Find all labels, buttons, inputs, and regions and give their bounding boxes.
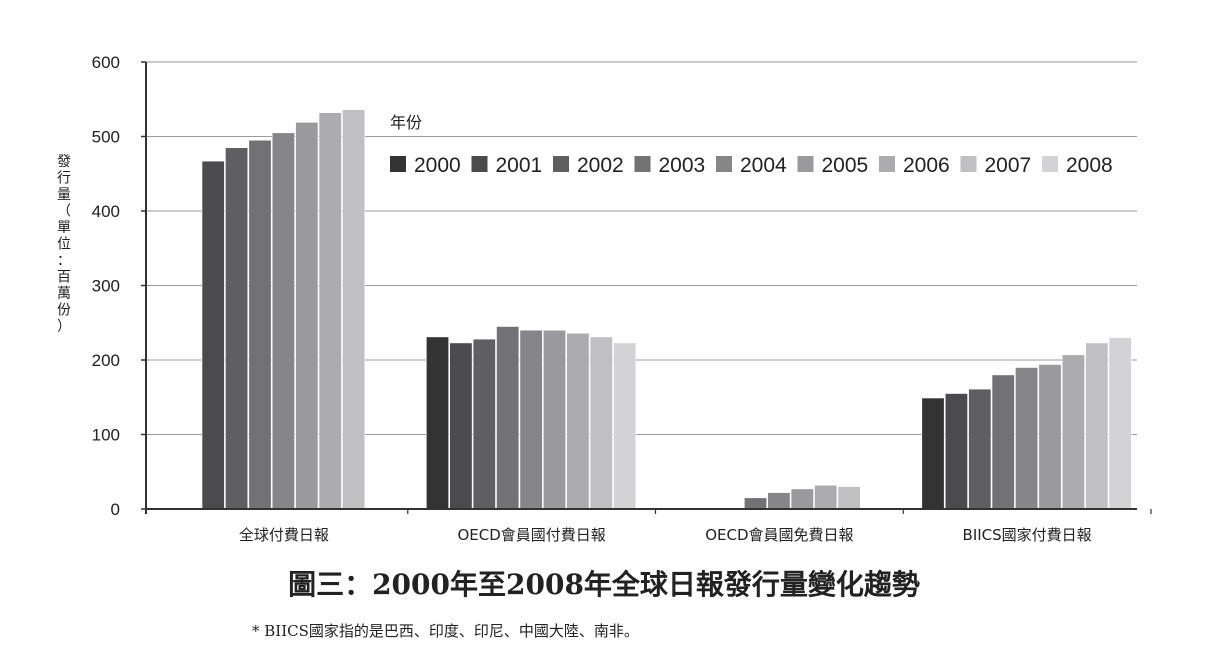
footnote: * BIICS國家指的是巴西、印度、印尼、中國大陸、南非。 (252, 622, 639, 640)
bar-2004-cat-0 (271, 132, 295, 510)
bar-2001-cat-0 (201, 160, 225, 510)
legend: 年份 2000 2001 2002 2003 2004 2005 2006 2007 2008 (390, 113, 1113, 177)
y-tick-label: 0 (111, 500, 120, 519)
y-tick-labels: 0 100 200 300 400 500 600 (92, 53, 146, 519)
category-label: BIICS國家付費日報 (963, 526, 1092, 544)
bar-2007-cat-0 (342, 109, 366, 510)
bar-2000-cat-3 (921, 397, 945, 510)
bar-2003-cat-0 (248, 139, 272, 510)
bar-2003-cat-1 (496, 326, 520, 510)
legend-label-2008: 2008 (1066, 154, 1113, 177)
bar-2005-cat-2 (790, 488, 814, 510)
bar-chart: 0 100 200 300 400 500 600 全球付費日報 OECD會員國付費日報 OEC… (57, 53, 1152, 544)
bar-2007-cat-1 (589, 336, 613, 510)
y-tick-label: 200 (92, 351, 120, 370)
bar-2003-cat-2 (743, 497, 767, 510)
y-tick-label: 300 (92, 277, 120, 296)
bar-2005-cat-3 (1038, 364, 1062, 510)
legend-label-2007: 2007 (985, 154, 1032, 177)
bar-2002-cat-3 (968, 388, 992, 510)
legend-label-2005: 2005 (822, 154, 869, 177)
category-label: 全球付費日報 (239, 526, 329, 544)
y-axis-label-text: 發行量（單位：百萬份） (57, 154, 71, 335)
bar-2004-cat-1 (519, 329, 543, 510)
bars (201, 109, 1132, 510)
category-labels: 全球付費日報 OECD會員國付費日報 OECD會員國免費日報 BIICS國家付費日報 (239, 526, 1092, 544)
bar-2001-cat-1 (449, 342, 473, 510)
bar-2008-cat-3 (1108, 337, 1132, 510)
bar-2007-cat-3 (1085, 342, 1109, 510)
legend-swatch-2008 (1042, 156, 1058, 172)
x-tick-marks (407, 509, 1152, 514)
y-tick-label: 400 (92, 202, 120, 221)
legend-title: 年份 (390, 113, 422, 132)
bar-2001-cat-3 (944, 393, 968, 510)
category-label: OECD會員國付費日報 (457, 526, 605, 544)
legend-swatch-2000 (390, 156, 406, 172)
bar-2005-cat-0 (295, 122, 319, 510)
legend-swatch-2007 (960, 156, 977, 172)
bar-2006-cat-0 (318, 112, 342, 510)
legend-label-2003: 2003 (659, 154, 706, 177)
bar-2006-cat-3 (1061, 354, 1085, 510)
bar-2006-cat-1 (566, 332, 590, 510)
category-label: OECD會員國免費日報 (705, 526, 853, 544)
legend-label-2002: 2002 (577, 154, 624, 177)
legend-swatch-2001 (471, 156, 488, 172)
bar-2008-cat-1 (613, 342, 637, 510)
legend-label-2001: 2001 (496, 154, 543, 177)
bar-2000-cat-1 (425, 336, 449, 510)
legend-swatch-2002 (553, 156, 569, 172)
y-tick-label: 600 (92, 53, 120, 72)
legend-label-2006: 2006 (903, 154, 950, 177)
bar-2003-cat-3 (991, 374, 1015, 510)
y-axis-label: 發行量（單位：百萬份） (57, 154, 71, 335)
legend-swatch-2005 (797, 156, 814, 172)
bar-2002-cat-1 (472, 338, 496, 510)
y-tick-label: 500 (92, 128, 120, 147)
legend-swatch-2006 (879, 156, 895, 172)
bar-2006-cat-2 (814, 484, 838, 510)
legend-label-2004: 2004 (740, 154, 787, 177)
legend-label-2000: 2000 (414, 154, 461, 177)
legend-swatch-2004 (716, 156, 732, 172)
bar-2004-cat-3 (1015, 367, 1039, 510)
bar-2002-cat-0 (225, 147, 249, 510)
chart-title: 圖三：2000年至2008年全球日報發行量變化趨勢 (288, 568, 920, 601)
legend-swatch-2003 (634, 156, 651, 172)
bar-2004-cat-2 (767, 492, 791, 510)
bar-2005-cat-1 (542, 329, 566, 510)
y-tick-label: 100 (92, 426, 120, 445)
bar-2007-cat-2 (837, 486, 861, 510)
